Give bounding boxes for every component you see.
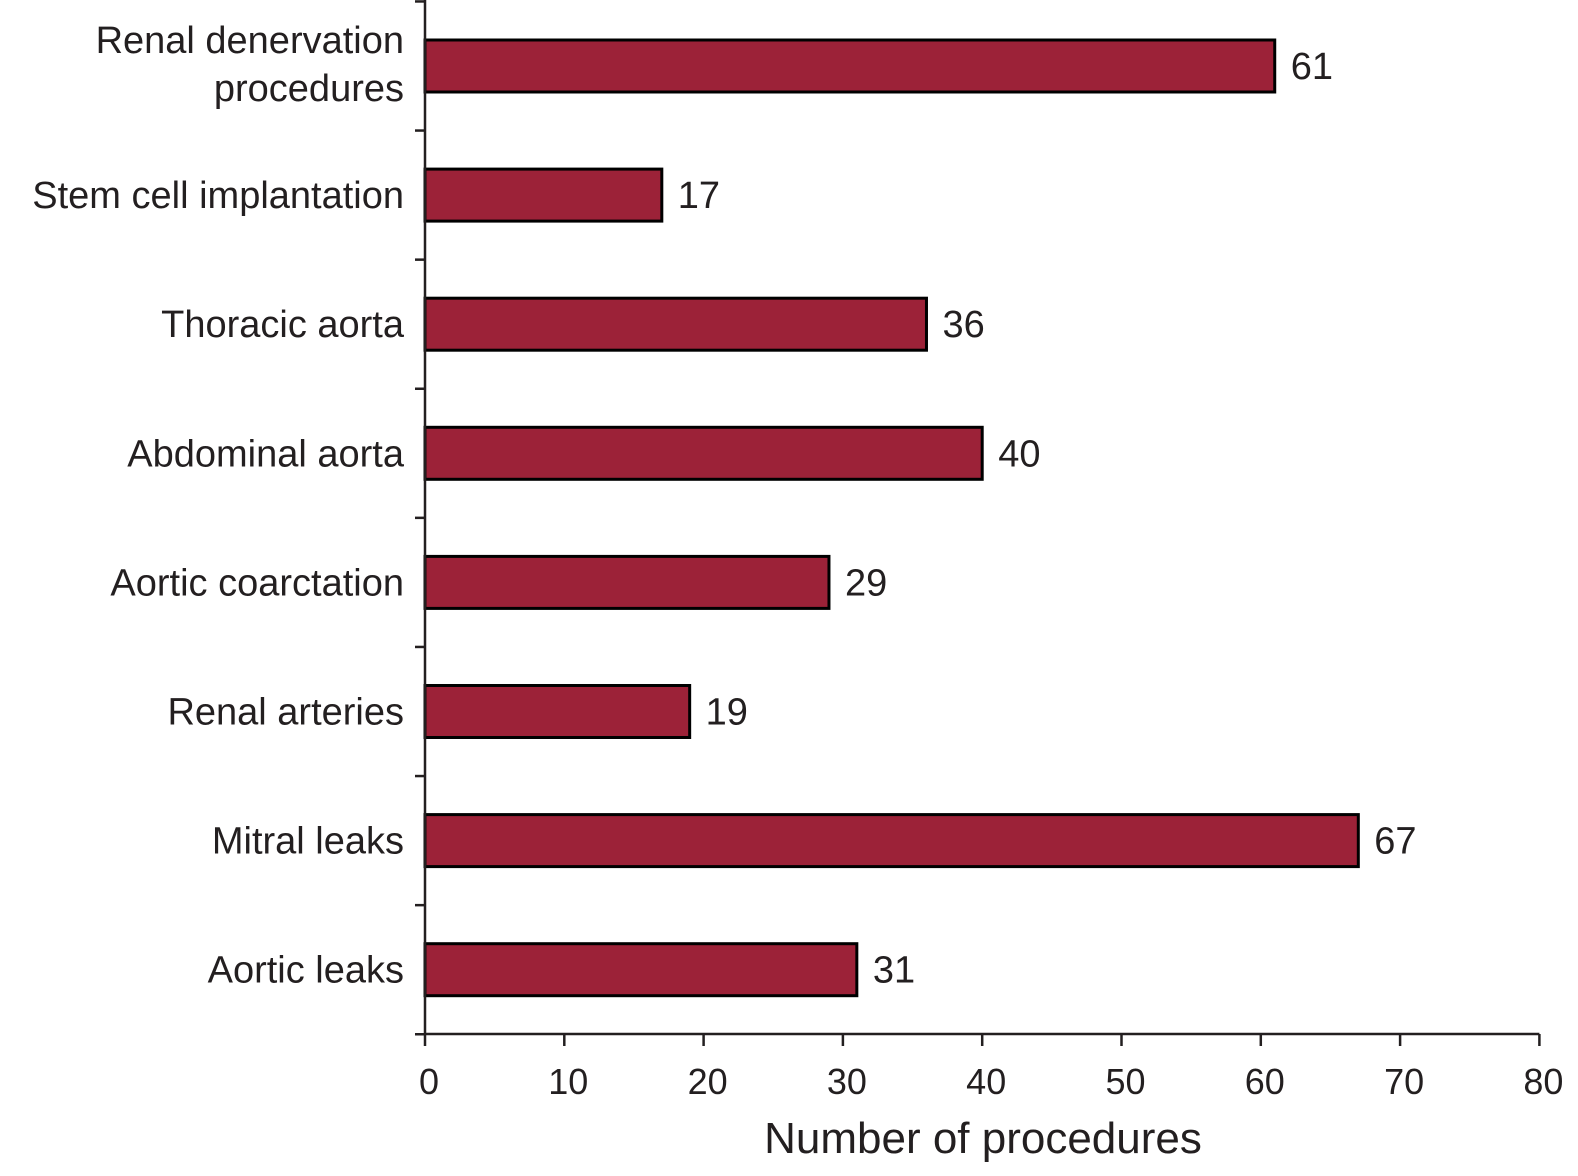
data-label: 29 <box>845 562 887 604</box>
x-tick-label: 80 <box>1523 1061 1563 1102</box>
x-axis-title: Number of procedures <box>764 1114 1202 1163</box>
category-label: Aortic leaks <box>208 950 404 992</box>
bar <box>423 684 692 739</box>
bar <box>423 554 831 610</box>
x-tick-label: 0 <box>419 1061 439 1102</box>
bar <box>423 942 859 998</box>
category-label: Abdominal aorta <box>127 433 405 475</box>
data-labels-group: 61 17 36 40 29 19 67 31 <box>678 46 1417 992</box>
category-label: Renal arteries <box>167 692 404 734</box>
category-label: procedures <box>214 68 404 110</box>
bar <box>423 167 664 223</box>
category-label: Renal denervation <box>96 20 404 62</box>
x-tick-label: 30 <box>827 1061 867 1102</box>
data-label: 17 <box>678 175 720 217</box>
x-tick-label: 60 <box>1245 1061 1285 1102</box>
data-label: 36 <box>942 304 984 346</box>
category-label: Thoracic aorta <box>161 304 405 346</box>
x-tick-label: 20 <box>688 1061 728 1102</box>
category-labels-group: Renal denervation procedures Stem cell imp… <box>32 20 405 992</box>
bar <box>423 813 1360 869</box>
x-tick-label: 50 <box>1105 1061 1145 1102</box>
bar <box>423 38 1277 94</box>
category-label: Stem cell implantation <box>32 175 404 217</box>
data-label: 67 <box>1374 821 1416 863</box>
bars-group <box>423 38 1360 998</box>
data-label: 31 <box>873 950 915 992</box>
category-label: Mitral leaks <box>212 821 404 863</box>
category-label: Aortic coarctation <box>110 562 404 604</box>
axes-group <box>415 0 1540 1036</box>
data-label: 61 <box>1291 46 1333 88</box>
data-label: 40 <box>998 433 1040 475</box>
x-tick-label: 70 <box>1384 1061 1424 1102</box>
bar <box>423 425 984 481</box>
x-ticks-group: 0 10 20 30 40 50 60 70 80 <box>419 1034 1563 1102</box>
x-tick-label: 40 <box>966 1061 1006 1102</box>
x-tick-label: 10 <box>548 1061 588 1102</box>
data-label: 19 <box>706 692 748 734</box>
bar <box>423 296 928 352</box>
